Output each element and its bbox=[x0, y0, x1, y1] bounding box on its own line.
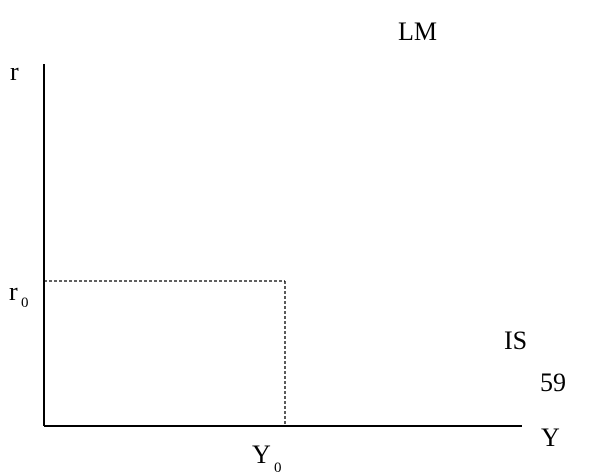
y0-subscript: 0 bbox=[274, 460, 282, 474]
r0-symbol: r bbox=[9, 277, 18, 306]
page-number: 59 bbox=[540, 368, 566, 397]
is-curve-label: IS bbox=[504, 326, 527, 355]
x-axis-label: Y bbox=[541, 423, 560, 452]
lm-curve-label: LM bbox=[398, 17, 437, 46]
y-axis-label: r bbox=[10, 57, 19, 86]
y0-symbol: Y bbox=[252, 440, 271, 469]
r0-subscript: 0 bbox=[21, 295, 29, 311]
